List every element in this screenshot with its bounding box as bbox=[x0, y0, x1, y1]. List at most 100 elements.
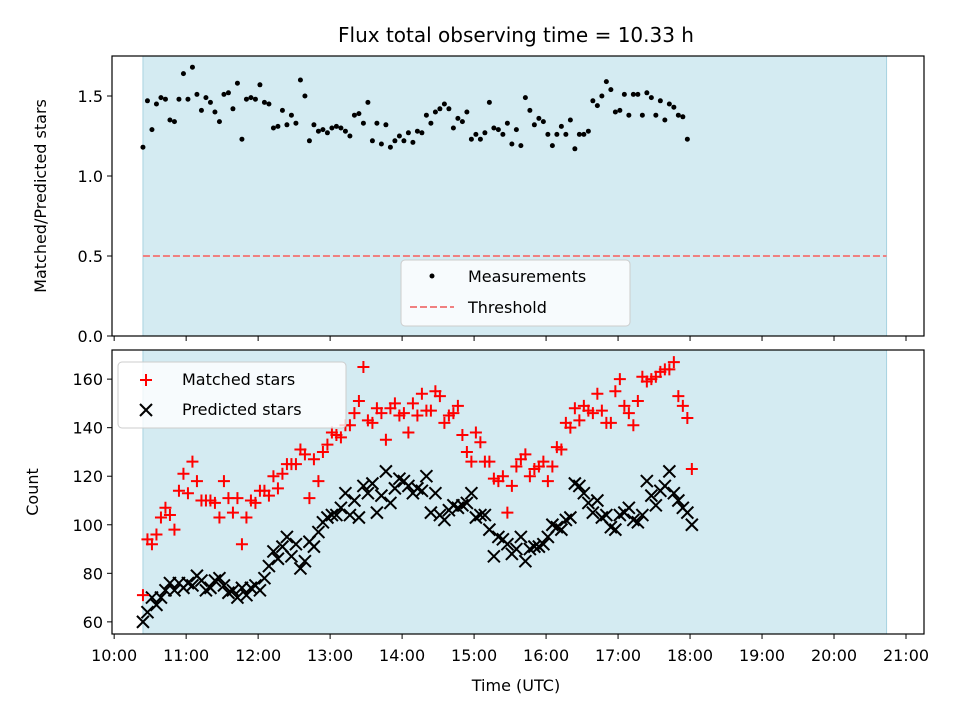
measurement-point bbox=[536, 115, 542, 121]
matched-star-point bbox=[456, 428, 469, 441]
bottom-y-tick-label: 100 bbox=[72, 516, 103, 535]
measurement-point bbox=[203, 95, 209, 101]
predicted-star-point bbox=[631, 515, 645, 530]
top-legend-box bbox=[400, 259, 631, 327]
measurement-point bbox=[518, 143, 524, 149]
predicted-star-point bbox=[572, 479, 587, 493]
measurement-point bbox=[302, 93, 308, 99]
predicted-star-point bbox=[167, 583, 182, 598]
matched-star-point bbox=[181, 487, 194, 500]
measurement-point bbox=[248, 95, 254, 101]
measurement-points bbox=[140, 64, 690, 152]
predicted-star-point bbox=[289, 537, 303, 551]
measurement-point bbox=[342, 128, 348, 134]
measurement-point bbox=[675, 112, 681, 118]
predicted-star-point bbox=[194, 573, 209, 588]
measurement-point bbox=[459, 119, 465, 125]
matched-star-point bbox=[334, 431, 347, 444]
matched-star-point bbox=[366, 416, 379, 429]
measurement-point bbox=[207, 99, 213, 105]
matched-star-point bbox=[483, 455, 496, 468]
measurement-point bbox=[441, 101, 447, 107]
predicted-star-point bbox=[667, 486, 681, 500]
matched-star-point bbox=[240, 511, 253, 524]
legend-measurements-label: Measurements bbox=[468, 267, 586, 286]
bottom-x-tick-label: 11:00 bbox=[163, 646, 209, 665]
measurement-point bbox=[275, 123, 281, 129]
matched-star-point bbox=[568, 402, 581, 415]
predicted-star-point bbox=[424, 505, 438, 520]
predicted-star-point bbox=[640, 474, 654, 488]
bottom-x-tick-label: 20:00 bbox=[811, 646, 857, 665]
bottom-x-tick-label: 13:00 bbox=[307, 646, 353, 665]
matched-star-point bbox=[307, 453, 320, 466]
chart-title: Flux total observing time = 10.33 h bbox=[338, 23, 694, 47]
predicted-star-point bbox=[608, 522, 623, 537]
predicted-star-point bbox=[487, 549, 501, 564]
predicted-star-point bbox=[473, 508, 488, 522]
matched-star-point bbox=[586, 407, 599, 420]
measurement-point bbox=[635, 91, 641, 97]
matched-star-point bbox=[510, 460, 523, 473]
measurement-point bbox=[639, 112, 645, 118]
measurement-point bbox=[500, 131, 506, 137]
measurement-point bbox=[167, 117, 173, 123]
predicted-star-point bbox=[365, 476, 380, 491]
matched-star-point bbox=[613, 373, 626, 386]
measurement-point bbox=[455, 115, 461, 121]
measurement-point bbox=[630, 91, 636, 97]
matched-star-point bbox=[397, 407, 410, 420]
matched-star-point bbox=[217, 475, 230, 488]
predicted-star-point bbox=[500, 537, 515, 551]
predicted-star-point bbox=[266, 544, 281, 559]
matched-star-point bbox=[312, 475, 325, 488]
matched-star-point bbox=[676, 399, 689, 412]
measurement-point bbox=[149, 127, 155, 133]
predicted-star-point bbox=[482, 522, 497, 537]
predicted-star-point bbox=[280, 530, 294, 544]
bottom-y-tick-label: 80 bbox=[83, 564, 103, 583]
predicted-star-point bbox=[347, 493, 362, 508]
predicted-star-point bbox=[352, 510, 366, 525]
predicted-star-point bbox=[185, 578, 200, 593]
measurement-point bbox=[329, 125, 335, 131]
matched-star-point bbox=[375, 407, 388, 420]
matched-star-point bbox=[537, 455, 550, 468]
measurement-point bbox=[572, 146, 578, 152]
matched-star-point bbox=[231, 492, 244, 505]
predicted-star-point bbox=[374, 488, 389, 503]
measurement-point bbox=[333, 123, 339, 129]
measurement-point bbox=[432, 109, 438, 115]
matched-star-point bbox=[388, 397, 401, 410]
matched-star-point bbox=[505, 479, 518, 492]
measurement-point bbox=[567, 117, 573, 123]
predicted-star-point bbox=[419, 469, 434, 483]
matched-star-point bbox=[289, 458, 302, 471]
predicted-star-point bbox=[460, 496, 474, 510]
measurement-point bbox=[491, 125, 497, 131]
predicted-star-point bbox=[622, 501, 636, 515]
matched-star-point bbox=[555, 443, 568, 456]
measurement-point bbox=[666, 101, 672, 107]
matched-star-point bbox=[136, 589, 149, 602]
measurement-point bbox=[365, 99, 371, 105]
predicted-star-point bbox=[154, 590, 168, 605]
matched-star-point bbox=[631, 394, 644, 407]
measurement-point bbox=[527, 107, 533, 113]
measurement-point bbox=[590, 98, 596, 104]
measurement-point bbox=[585, 128, 591, 134]
measurement-point bbox=[288, 112, 294, 118]
measurement-point bbox=[576, 131, 582, 137]
legend-threshold-label: Threshold bbox=[467, 298, 547, 317]
measurement-point bbox=[360, 120, 366, 126]
matched-star-point bbox=[667, 356, 680, 369]
matched-star-point bbox=[663, 363, 676, 376]
x-axis-label: Time (UTC) bbox=[471, 676, 560, 695]
matched-star-point bbox=[316, 445, 329, 458]
matched-star-point bbox=[541, 475, 554, 488]
matched-star-point bbox=[501, 506, 514, 519]
predicted-star-point bbox=[599, 508, 614, 522]
matched-star-point bbox=[276, 467, 289, 480]
matched-star-point bbox=[604, 416, 617, 429]
measurement-point bbox=[356, 111, 362, 117]
